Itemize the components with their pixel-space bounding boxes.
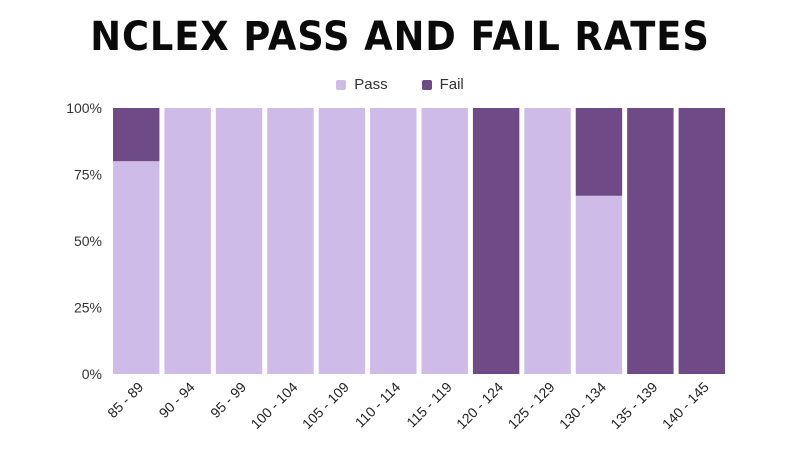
legend-label-fail: Fail [439, 76, 464, 93]
bar-segment-pass [575, 195, 623, 374]
x-tick-label: 110 - 114 [352, 379, 404, 431]
x-tick-label: 135 - 139 [607, 379, 660, 432]
x-tick-label: 90 - 94 [156, 379, 198, 421]
legend-item-pass: Pass [336, 76, 388, 93]
y-tick-label: 50% [74, 233, 102, 249]
x-tick-label: 130 - 134 [556, 379, 609, 432]
y-tick-label: 100% [66, 100, 102, 116]
bar-segment-fail [113, 108, 160, 162]
bar-segment-pass [267, 108, 314, 374]
legend-label-pass: Pass [354, 76, 388, 93]
y-tick-label: 75% [74, 167, 102, 183]
x-tick-label: 115 - 119 [403, 379, 455, 431]
bar-segment-pass [370, 108, 417, 374]
bar-segment-fail [627, 108, 674, 374]
x-tick-label: 125 - 129 [505, 379, 558, 432]
bar-segment-pass [215, 108, 263, 374]
bar-segment-fail [575, 108, 623, 196]
legend-swatch-fail [421, 79, 432, 90]
x-tick-label: 120 - 124 [453, 379, 506, 432]
legend-swatch-pass [336, 79, 347, 90]
y-tick-label: 0% [82, 366, 102, 382]
bar-segment-fail [472, 108, 520, 374]
x-tick-label: 105 - 109 [299, 379, 352, 432]
x-tick-label: 140 - 145 [659, 379, 712, 432]
chart-title: NCLEX PASS AND FAIL RATES [90, 14, 710, 60]
x-tick-label: 85 - 89 [104, 379, 146, 421]
bar-segment-pass [524, 108, 571, 374]
bar-segment-pass [164, 108, 211, 374]
bar-segment-pass [421, 108, 468, 374]
x-tick-label: 100 - 104 [247, 379, 300, 432]
legend-item-fail: Fail [421, 76, 464, 93]
bar-segment-pass [318, 108, 366, 374]
x-tick-label: 95 - 99 [207, 379, 249, 421]
legend: Pass Fail [0, 76, 800, 93]
bar-segment-fail [678, 108, 725, 374]
y-tick-label: 25% [74, 300, 102, 316]
bar-segment-pass [113, 161, 160, 374]
